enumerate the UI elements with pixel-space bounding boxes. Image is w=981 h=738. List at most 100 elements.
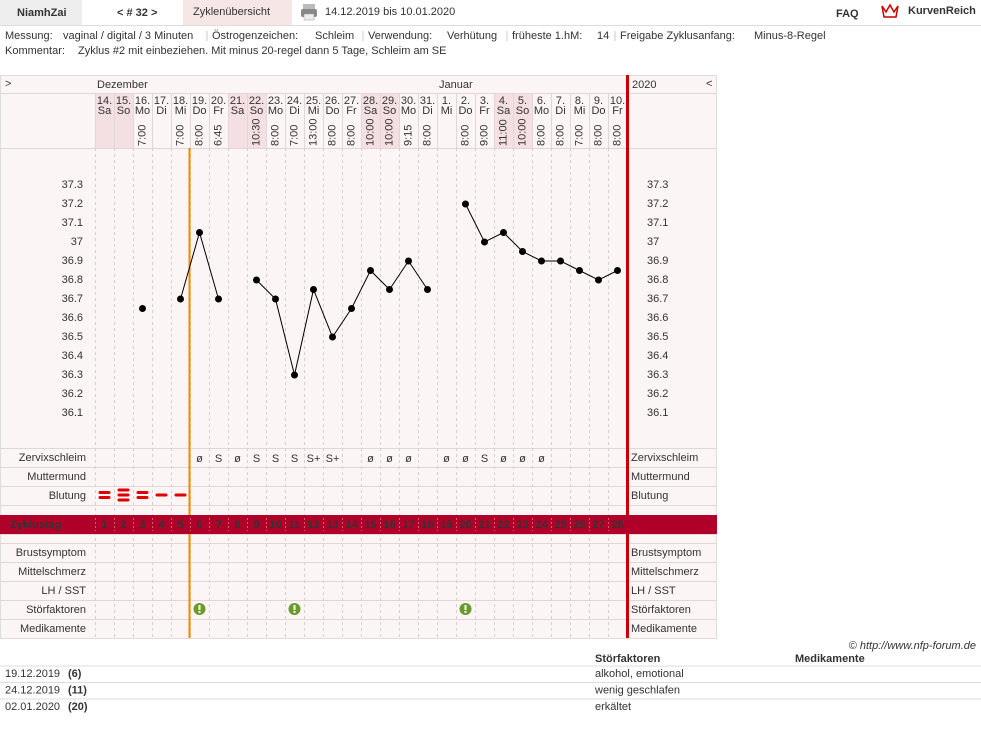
mucus: ø [367, 453, 374, 465]
faq[interactable]: FAQ [836, 8, 859, 20]
y-tick-label: 36.7 [62, 293, 83, 305]
date: 29. [382, 95, 397, 107]
y-tick-label-right: 36.6 [647, 312, 668, 324]
note-date: 02.01.2020 [5, 701, 60, 713]
mucus: S [253, 453, 260, 465]
printer-icon[interactable] [301, 4, 317, 21]
date: 5. [518, 95, 527, 107]
weekday: Fr [213, 105, 224, 117]
date: 27. [344, 95, 359, 107]
cycle-nav[interactable]: < # 32 > [117, 7, 157, 19]
y-tick-label-right: 36.1 [647, 407, 668, 419]
date: 8. [575, 95, 584, 107]
credit[interactable]: © http://www.nfp-forum.de [849, 640, 976, 652]
temperature-point [576, 267, 583, 274]
note-day: (20) [68, 701, 88, 713]
time: 6:45 [212, 125, 224, 146]
row-label: Muttermund [27, 471, 86, 483]
y-tick-label: 37.2 [62, 198, 83, 210]
weekday: Mo [135, 105, 150, 117]
bleeding [174, 493, 187, 497]
y-tick-label-right: 36.7 [647, 293, 668, 305]
note-factor: erkältet [595, 701, 631, 713]
tab[interactable]: Zyklenübersicht [193, 6, 270, 18]
temperature-point [196, 229, 203, 236]
date: 31. [420, 95, 435, 107]
info-value: Schleim [315, 30, 354, 42]
row-label: Medikamente [20, 623, 86, 635]
row-label-right: Medikamente [631, 623, 697, 635]
time: 7:00 [288, 125, 300, 146]
y-tick-label: 36.2 [62, 388, 83, 400]
cycle-day: 13 [326, 519, 338, 531]
info-label: Östrogenzeichen: [212, 30, 298, 42]
date: 3. [480, 95, 489, 107]
mucus: S+ [307, 453, 321, 465]
row-label: Brustsymptom [16, 547, 86, 559]
disturbance-icon-mark [293, 605, 296, 610]
disturbance-icon-dot [293, 611, 296, 613]
cycle-day-label: Zyklustag [10, 519, 61, 531]
cycle-day-bar [0, 515, 717, 534]
note-factor: wenig geschlafen [594, 684, 680, 696]
y-tick-label: 36.4 [62, 350, 83, 362]
weekday: Fr [346, 105, 357, 117]
temperature-point [405, 257, 412, 265]
cycle-day: 28 [611, 519, 623, 531]
date: 25. [306, 95, 321, 107]
cycle-day: 2 [120, 519, 126, 531]
user-name: NiamhZai [17, 7, 67, 19]
cycle-day: 8 [234, 519, 240, 531]
cycle-day: 10 [269, 519, 281, 531]
comment-label: Kommentar: [5, 45, 65, 57]
weekend-shade [380, 93, 399, 148]
y-tick-label: 37 [71, 236, 83, 248]
disturbance-icon-dot [198, 611, 201, 613]
weekday: Do [458, 105, 472, 117]
mucus: ø [538, 453, 545, 465]
user-box [0, 0, 82, 25]
info-label: Freigabe Zyklusanfang: [620, 30, 735, 42]
tab-box [183, 0, 292, 25]
time: 7:00 [174, 125, 186, 146]
year: 2020 [632, 79, 656, 91]
y-tick-label: 37.1 [62, 217, 83, 229]
cycle-day: 16 [383, 519, 395, 531]
bleeding [136, 491, 149, 499]
mucus: ø [405, 453, 412, 465]
cycle-day: 27 [592, 519, 604, 531]
weekday: Do [591, 105, 605, 117]
cycle-day: 18 [421, 519, 433, 531]
nav-left: > [5, 78, 11, 90]
date: 4. [499, 95, 508, 107]
cycle-day: 5 [177, 519, 183, 531]
cycle-day: 20 [459, 519, 471, 531]
date: 16. [135, 95, 150, 107]
mucus: S [272, 453, 279, 465]
weekday: So [516, 105, 529, 117]
mucus: ø [462, 453, 469, 465]
y-tick-label-right: 36.9 [647, 255, 668, 267]
mucus: ø [500, 453, 507, 465]
row-label-right: Brustsymptom [631, 547, 701, 559]
brand-logo[interactable] [881, 3, 899, 18]
temperature-point [329, 333, 336, 341]
chart-background [0, 75, 717, 639]
y-tick-label: 36.1 [62, 407, 83, 419]
cycle-day: 4 [158, 519, 165, 531]
row-label-right: Muttermund [631, 471, 690, 483]
disturbance-icon-mark [464, 605, 467, 610]
weekday: Sa [497, 105, 511, 117]
time: 8:00 [592, 125, 604, 146]
y-tick-label-right: 36.8 [647, 274, 668, 286]
date: 7. [556, 95, 565, 107]
date: 26. [325, 95, 340, 107]
time: 10:00 [364, 118, 376, 146]
brand[interactable]: KurvenReich [908, 5, 976, 17]
cycle-day: 3 [139, 519, 145, 531]
cycle-day: 25 [554, 519, 566, 531]
cycle-day: 26 [573, 519, 585, 531]
bleeding [98, 491, 111, 499]
bleeding [117, 488, 130, 502]
time: 11:00 [497, 119, 509, 146]
